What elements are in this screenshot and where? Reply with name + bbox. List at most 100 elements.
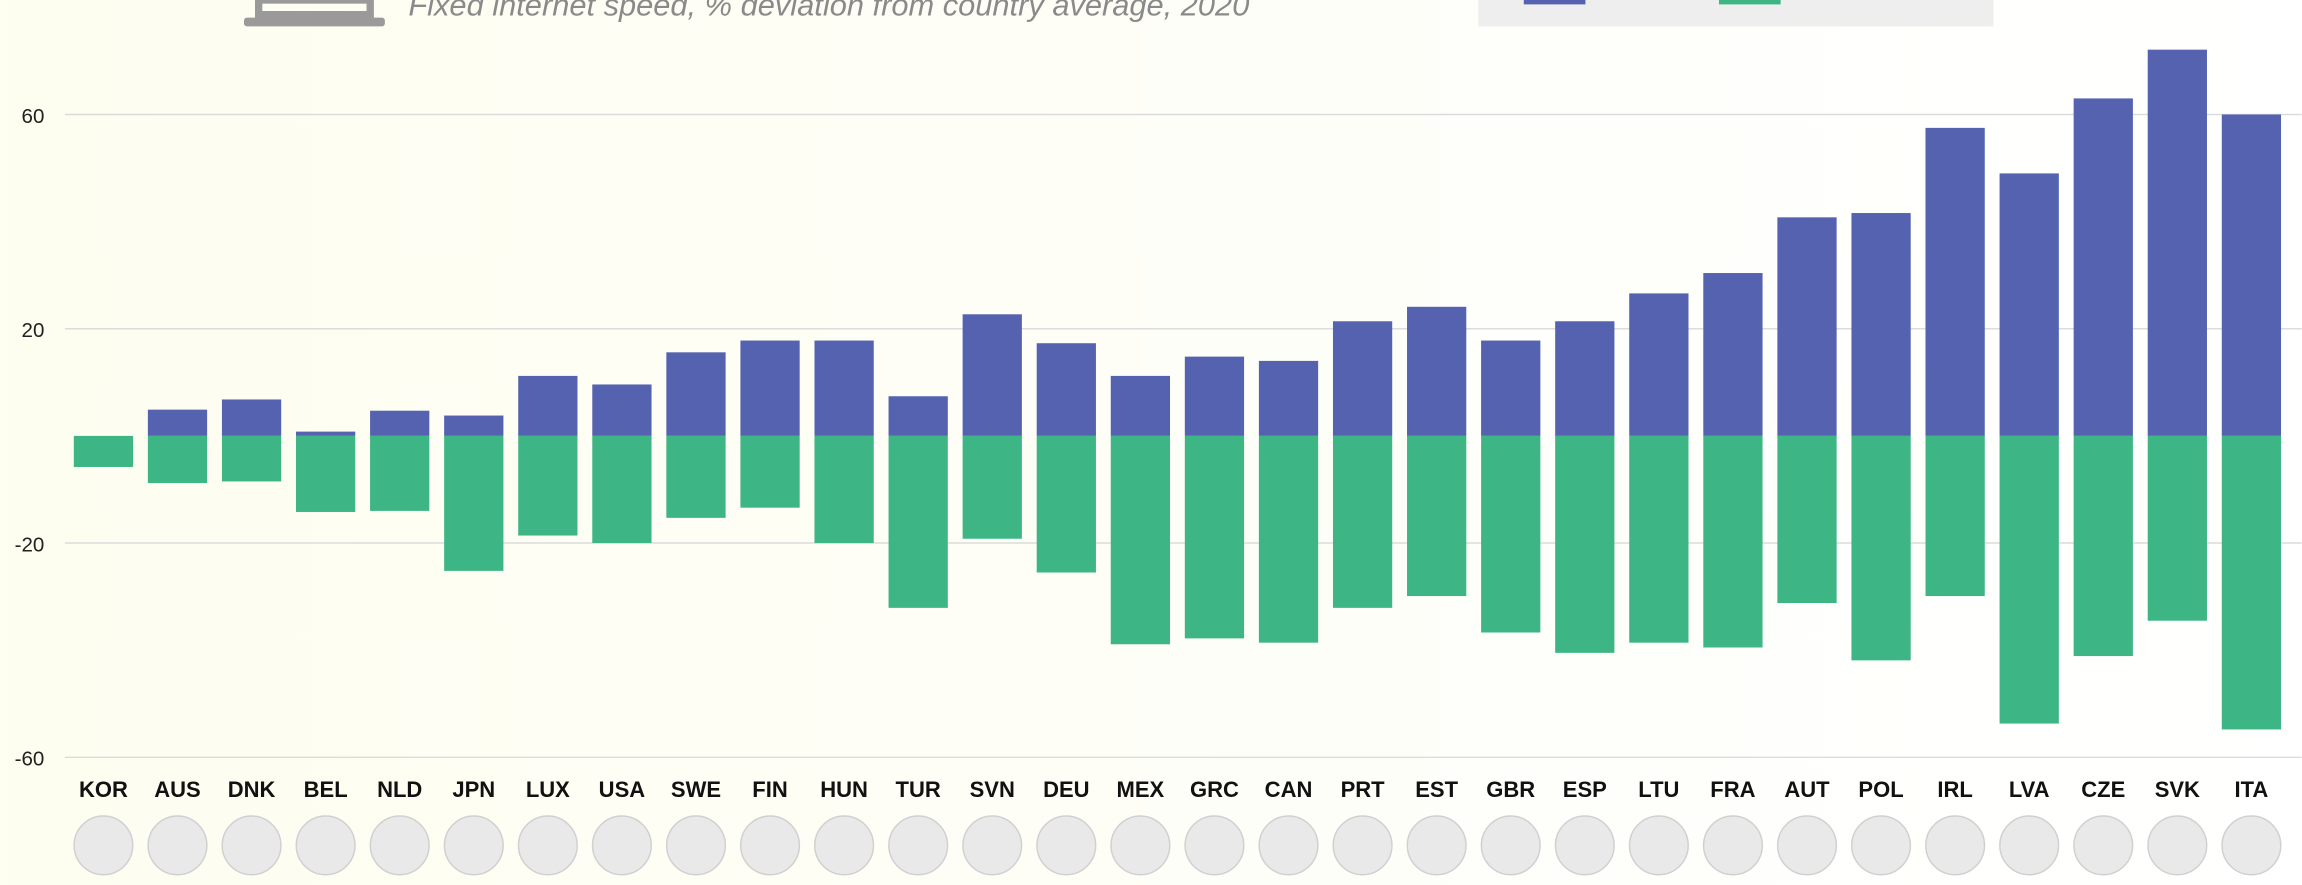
bar: [1036, 343, 1096, 436]
x-tick-label: SWE: [671, 777, 721, 802]
legend: [1478, 0, 1994, 27]
bar: [1777, 217, 1837, 436]
x-tick-label: TUR: [896, 777, 941, 802]
legend-swatch: [1523, 0, 1586, 5]
bar: [1925, 435, 1985, 597]
y-tick-label: -60: [15, 748, 45, 771]
x-tick-label: MEX: [1117, 777, 1165, 802]
flag-icon: [1850, 815, 1912, 876]
bar: [1851, 213, 1911, 436]
bar: [1184, 356, 1245, 436]
flag-icon: [147, 815, 208, 876]
x-tick-label: POL: [1858, 777, 1903, 802]
flag-icon: [443, 815, 504, 876]
x-tick-label: DEU: [1043, 777, 1089, 802]
flag-icon: [1480, 815, 1541, 876]
bar: [1407, 435, 1467, 597]
flag-icon: [517, 815, 578, 876]
bar: [1184, 435, 1245, 639]
y-tick-label: 60: [22, 105, 45, 128]
bar: [666, 435, 726, 518]
x-tick-label: DNK: [228, 777, 276, 802]
bar: [1703, 273, 1763, 436]
flag-icon: [221, 815, 282, 876]
chart-subtitle: Fixed internet speed, % deviation from c…: [408, 0, 1249, 22]
bar: [370, 435, 430, 511]
flag-icon: [2073, 815, 2134, 876]
flag-icon: [73, 815, 134, 876]
bar: [1999, 173, 2059, 436]
flag-icon: [2221, 815, 2282, 876]
x-tick-label: PRT: [1341, 777, 1386, 802]
bar: [1555, 321, 1615, 436]
bar: [518, 435, 578, 536]
bar: [296, 435, 356, 512]
bar: [888, 396, 948, 436]
bar: [888, 435, 948, 608]
bar: [1110, 375, 1171, 436]
bar: [518, 375, 578, 436]
bar: [1332, 321, 1393, 436]
x-tick-label: USA: [599, 777, 646, 802]
bar: [2073, 435, 2133, 657]
bar: [1777, 435, 1837, 604]
bar: [1481, 435, 1541, 633]
bar: [73, 435, 134, 467]
x-tick-label: SVK: [2155, 777, 2200, 802]
y-tick-label: 20: [22, 319, 45, 342]
bar: [1555, 435, 1615, 653]
bar: [1629, 435, 1689, 643]
bar: [1925, 127, 1985, 436]
bar: [1629, 293, 1689, 436]
x-tick-label: BEL: [304, 777, 348, 802]
bar: [666, 352, 726, 436]
bar: [2073, 98, 2133, 436]
flag-icon: [1036, 815, 1097, 876]
flag-icon: [591, 815, 652, 876]
x-tick-label: KOR: [79, 777, 128, 802]
bar: [2147, 49, 2207, 436]
bar: [962, 314, 1022, 436]
x-tick-label: ESP: [1563, 777, 1607, 802]
bar: [1258, 435, 1319, 643]
flag-icon: [1332, 815, 1393, 876]
bar: [740, 435, 800, 508]
bar: [147, 435, 208, 484]
bar: [1703, 435, 1763, 648]
x-tick-label: CAN: [1265, 777, 1313, 802]
x-tick-label: FIN: [752, 777, 787, 802]
x-tick-label: CZE: [2081, 777, 2125, 802]
flag-icon: [1258, 815, 1319, 876]
x-tick-label: NLD: [377, 777, 422, 802]
x-tick-label: LUX: [526, 777, 570, 802]
x-tick-label: LVA: [2009, 777, 2050, 802]
x-tick-label: AUS: [154, 777, 200, 802]
bar: [2147, 435, 2207, 621]
bar: [296, 431, 356, 436]
x-tick-label: GRC: [1190, 777, 1239, 802]
x-tick-label: ITA: [2234, 777, 2268, 802]
flag-icon: [888, 815, 949, 876]
bar: [2221, 114, 2282, 436]
bar: [1999, 435, 2059, 724]
flag-icon: [739, 815, 801, 876]
x-tick-label: GBR: [1486, 777, 1535, 802]
x-tick-label: IRL: [1937, 777, 1972, 802]
x-tick-label: JPN: [452, 777, 495, 802]
bar: [1258, 360, 1319, 436]
flag-icon: [2147, 815, 2208, 876]
flag-icon: [1554, 815, 1615, 876]
bar: [1036, 435, 1096, 573]
x-tick-label: AUT: [1784, 777, 1830, 802]
flag-icon: [295, 815, 356, 876]
flag-icon: [1110, 815, 1171, 876]
x-tick-label: FRA: [1710, 777, 1755, 802]
bar: [962, 435, 1022, 539]
bar: [370, 410, 430, 436]
flag-icon: [814, 815, 875, 876]
legend-swatch: [1718, 0, 1781, 5]
x-tick-label: SVN: [970, 777, 1015, 802]
flag-icon: [665, 815, 727, 876]
flag-icon: [369, 815, 430, 876]
bar: [1481, 340, 1541, 436]
